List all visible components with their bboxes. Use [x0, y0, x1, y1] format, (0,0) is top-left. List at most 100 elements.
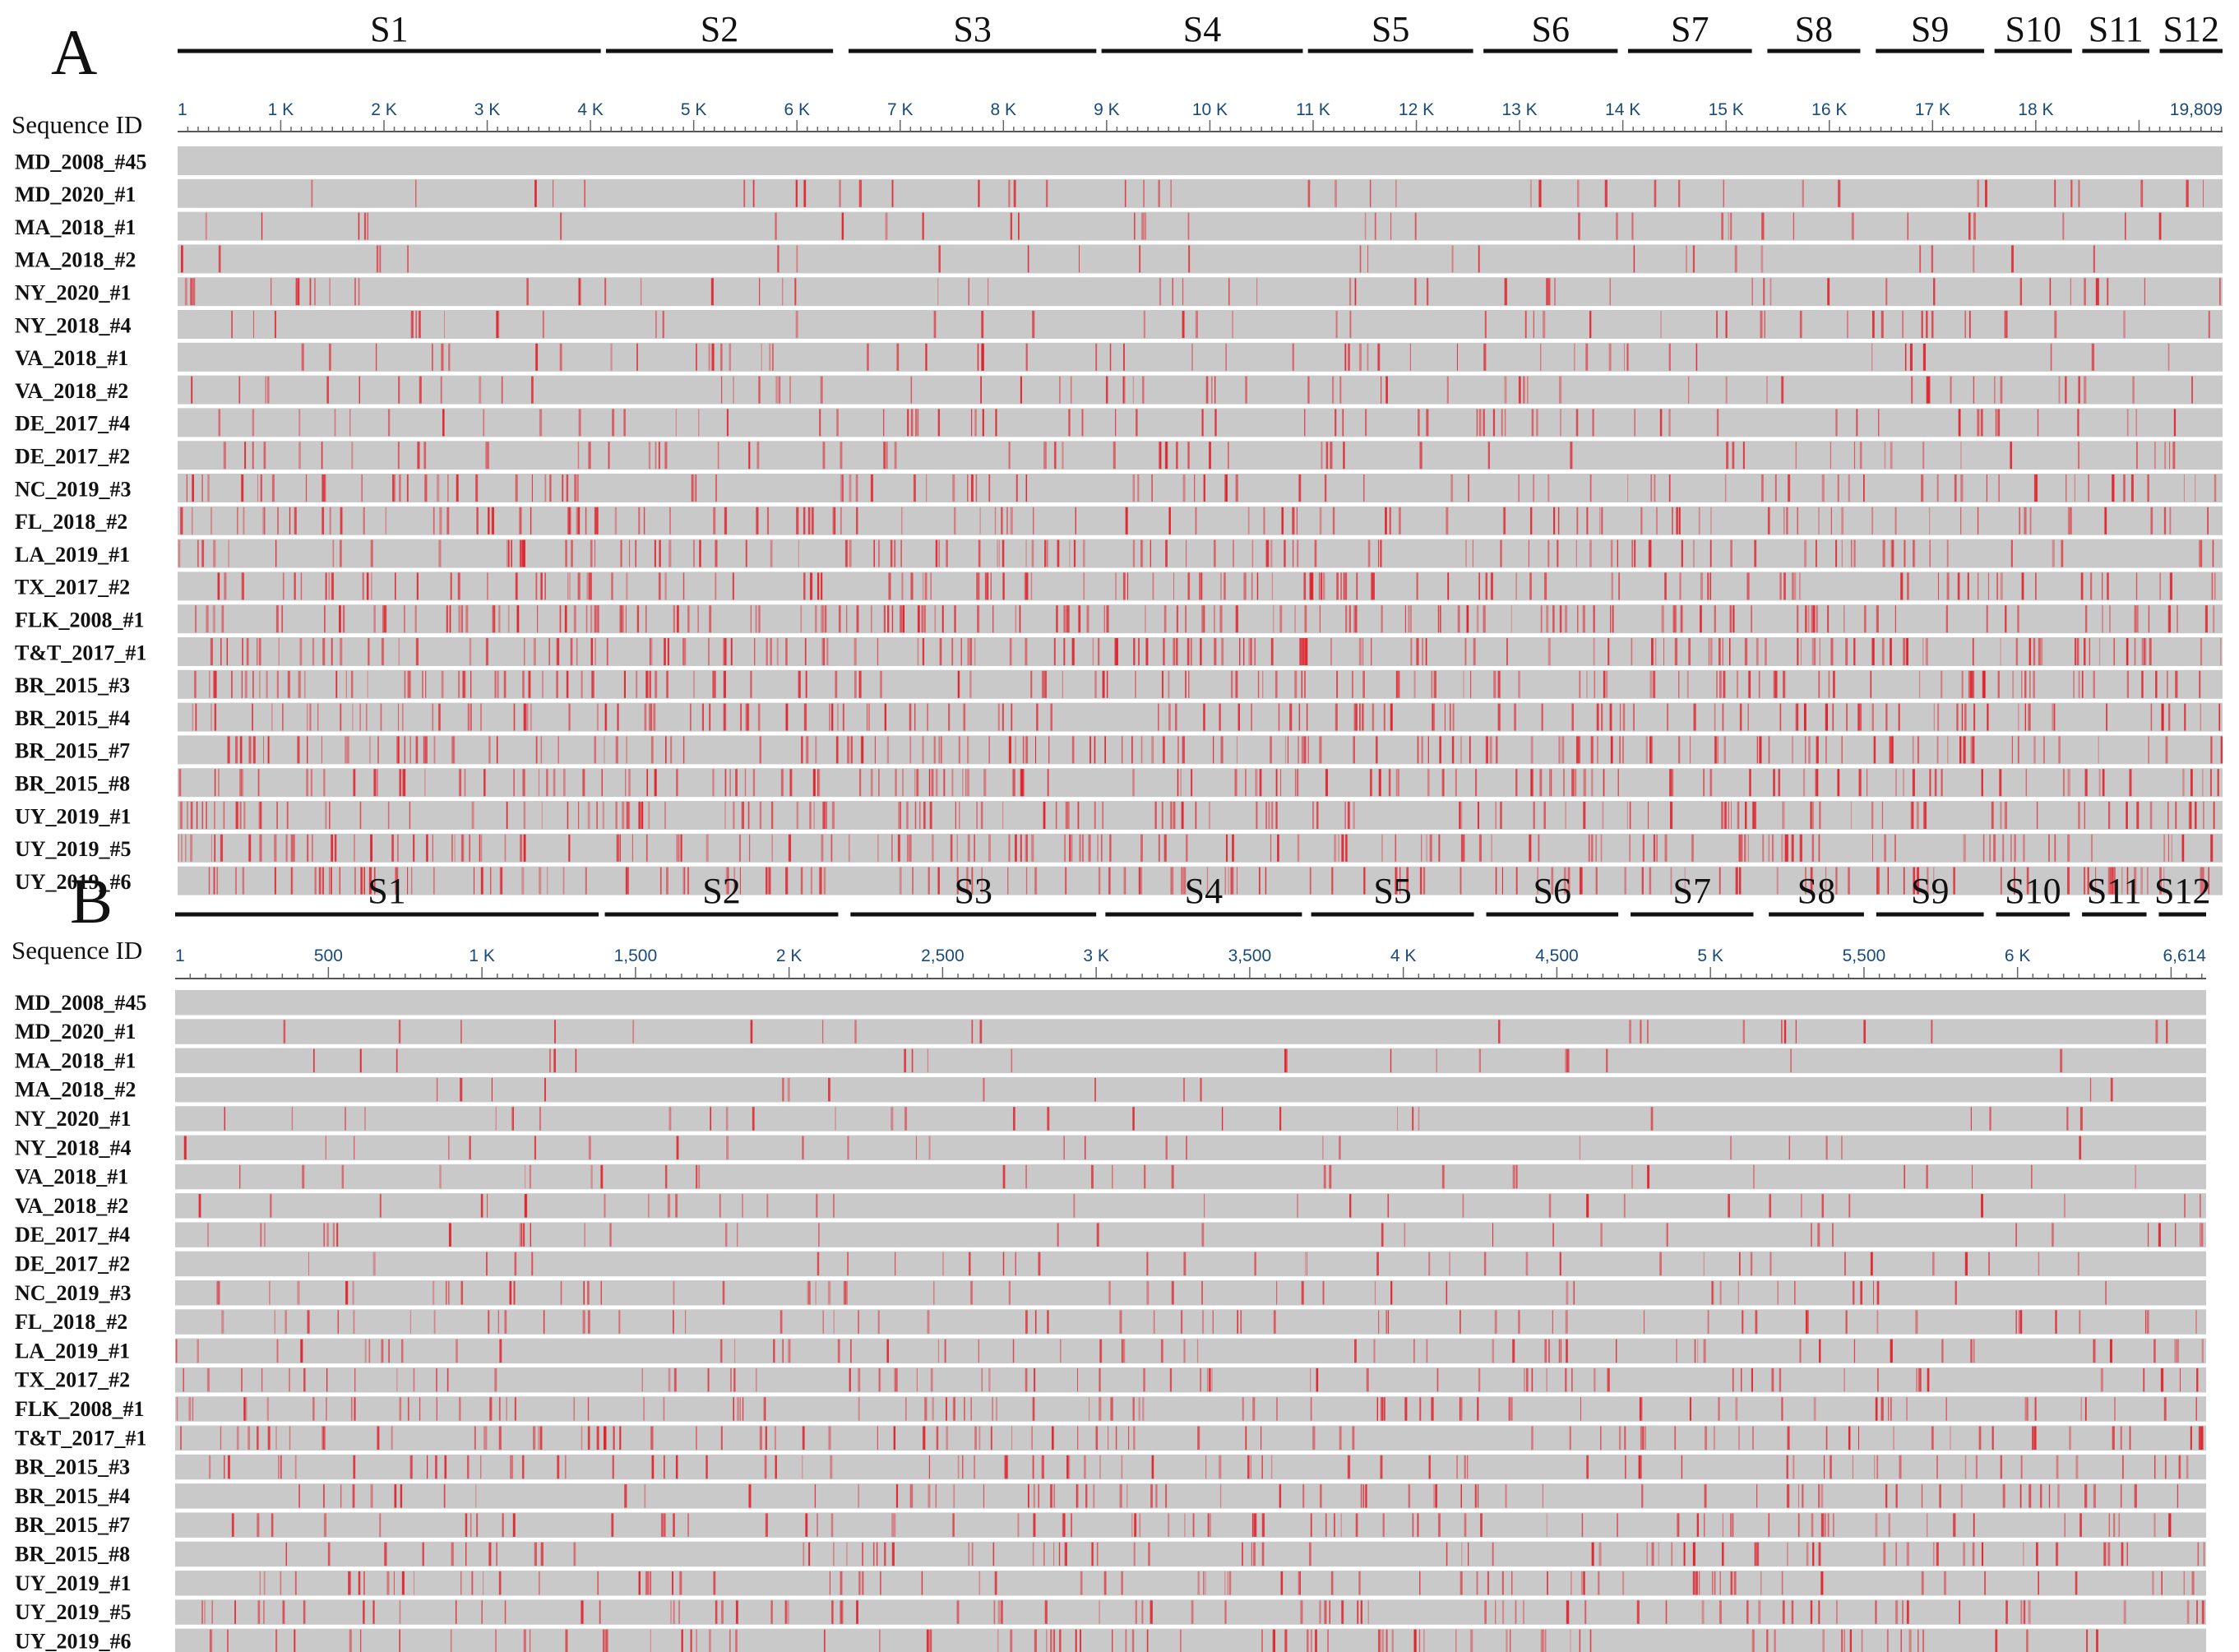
segment-label-s8: S8 [1795, 9, 1833, 49]
axis-tick-label: 5 K [681, 100, 707, 119]
sequence-id-label: TX_2017_#2 [15, 576, 130, 599]
sequence-track [178, 604, 2223, 634]
segment-label-s7: S7 [1673, 871, 1711, 911]
segment-label-s12: S12 [2154, 871, 2210, 911]
axis-tick-label: 2 K [371, 100, 397, 119]
track-background [178, 801, 2223, 830]
track-background [175, 990, 2206, 1016]
sequence-track [178, 375, 2223, 405]
sequence-id-label: NC_2019_#3 [15, 477, 132, 501]
sequence-track [175, 1599, 2206, 1625]
axis-tick-label: 18 K [2018, 100, 2053, 119]
segment-label-s9: S9 [1911, 871, 1949, 911]
sequence-track [175, 1222, 2206, 1247]
sequence-track [178, 277, 2223, 307]
sequence-id-label: VA_2018_#1 [15, 346, 128, 370]
sequence-id-label: NY_2020_#1 [15, 1107, 132, 1131]
sequence-track [175, 1164, 2206, 1190]
track-background [175, 1628, 2206, 1652]
segment-label-s3: S3 [955, 871, 992, 911]
sequence-track [175, 1309, 2206, 1335]
track-background [175, 1019, 2206, 1044]
track-background [178, 342, 2223, 372]
track-background [175, 1251, 2206, 1277]
sequence-id-label: MA_2018_#1 [15, 215, 136, 239]
track-background [178, 408, 2223, 437]
axis-tick-label: 5,500 [1843, 946, 1886, 965]
track-background [178, 310, 2223, 339]
track-background [175, 1425, 2206, 1451]
sequence-track [178, 146, 2223, 175]
segment-label-s11: S11 [2089, 9, 2144, 49]
segment-label-s10: S10 [2005, 9, 2061, 49]
sequence-track [175, 1396, 2206, 1422]
panel-a: A S1 S2 S3 S4 S5 S6 S7 S8 S9 S10 S11 S12 Sequence ID 1… [12, 9, 2223, 895]
sequence-id-label: NC_2019_#3 [15, 1281, 132, 1305]
sequence-id-label: NY_2018_#4 [15, 1136, 132, 1159]
sequence-id-label: UY_2019_#1 [15, 804, 132, 828]
sequence-track [178, 735, 2223, 765]
sequence-track [175, 1338, 2206, 1364]
axis-tick-label: 1 [178, 100, 187, 119]
sequence-id-label: UY_2019_#5 [15, 1600, 132, 1624]
sequence-id-header: Sequence ID [12, 110, 142, 139]
sequence-id-label: UY_2019_#5 [15, 837, 132, 861]
segment-label-s10: S10 [2005, 871, 2061, 911]
segment-label-s6: S6 [1534, 871, 1571, 911]
track-background [178, 506, 2223, 535]
track-background [178, 735, 2223, 765]
track-background [175, 1309, 2206, 1335]
track-background [178, 211, 2223, 241]
sequence-id-label: FLK_2008_#1 [15, 609, 144, 632]
sequence-track [175, 1193, 2206, 1219]
sequence-id-label: TX_2017_#2 [15, 1368, 130, 1392]
sequence-id-label: UY_2019_#1 [15, 1571, 132, 1595]
panel-b: B S1 S2 S3 S4 S5 S6 S7 S8 S9 S10 S11 S12 Sequence ID 1… [12, 865, 2210, 1652]
sequence-track [178, 768, 2223, 798]
sequence-track [175, 1251, 2206, 1277]
track-background [175, 1599, 2206, 1625]
track-background [178, 604, 2223, 634]
segment-label-s8: S8 [1797, 871, 1835, 911]
sequence-id-label: BR_2015_#3 [15, 673, 130, 697]
sequence-track [178, 669, 2223, 699]
sequence-track [175, 1425, 2206, 1451]
sequence-track [175, 1048, 2206, 1074]
sequence-id-label: NY_2018_#4 [15, 313, 132, 337]
sequence-id-label: MA_2018_#1 [15, 1048, 136, 1072]
track-background [175, 1571, 2206, 1596]
sequence-track [178, 408, 2223, 437]
track-background [175, 1280, 2206, 1306]
sequence-track [178, 178, 2223, 208]
axis-tick-label: 3 K [474, 100, 501, 119]
track-background [175, 1541, 2206, 1567]
axis-tick-label: 4 K [1390, 946, 1417, 965]
axis-tick-label: 6,614 [2163, 946, 2206, 965]
axis-tick-label: 1 K [268, 100, 294, 119]
track-background [178, 669, 2223, 699]
axis-tick-label: 5 K [1697, 946, 1723, 965]
sequence-track [178, 342, 2223, 372]
track-background [175, 1106, 2206, 1131]
track-background [178, 277, 2223, 307]
sequence-id-label: T&T_2017_#1 [15, 641, 146, 664]
segment-label-s9: S9 [1911, 9, 1949, 49]
sequence-id-label: BR_2015_#4 [15, 706, 130, 730]
sequence-track [178, 211, 2223, 241]
sequence-track [175, 1483, 2206, 1509]
track-background [178, 768, 2223, 798]
panel-letter: B [70, 865, 113, 937]
sequence-track [175, 1135, 2206, 1160]
sequence-track [178, 637, 2223, 666]
sequence-id-label: MA_2018_#2 [15, 1078, 136, 1102]
sequence-id-label: FLK_2008_#1 [15, 1397, 144, 1421]
sequence-id-label: DE_2017_#2 [15, 445, 130, 469]
sequence-track [175, 1512, 2206, 1538]
sequence-id-label: LA_2019_#1 [15, 1339, 130, 1363]
track-background [178, 146, 2223, 175]
track-background [178, 441, 2223, 470]
track-background [175, 1396, 2206, 1422]
segment-label-s1: S1 [370, 9, 408, 49]
sequence-track [175, 1571, 2206, 1596]
sequence-id-label: UY_2019_#6 [15, 870, 132, 894]
